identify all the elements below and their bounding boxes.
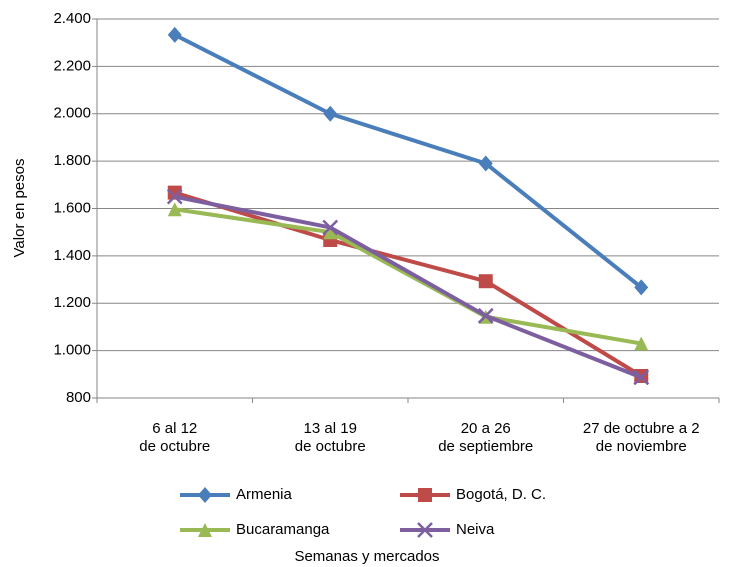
data-point	[323, 225, 338, 240]
legend-marker	[418, 488, 432, 502]
data-point	[167, 202, 182, 217]
y-tick-label: 1.000	[53, 342, 91, 359]
legend-marker	[417, 522, 433, 538]
legend-marker	[198, 487, 212, 503]
data-point	[323, 105, 338, 122]
data-point	[634, 336, 649, 351]
y-tick-label: 2.000	[53, 105, 91, 122]
series-line	[173, 33, 643, 289]
y-tick-label: 1.600	[53, 199, 91, 216]
data-point	[478, 155, 493, 172]
data-point	[633, 369, 650, 386]
legend-label: Bucaramanga	[236, 521, 330, 538]
y-axis-title: Valor en pesos	[11, 159, 28, 258]
series-line	[174, 207, 642, 346]
x-tick-label: 13 al 19 de octubre	[294, 420, 366, 455]
y-tick-label: 1.400	[53, 247, 91, 264]
x-tick-label: 20 a 26 de septiembre	[438, 420, 534, 455]
legend-label: Neiva	[456, 521, 495, 538]
x-tick-label: 6 al 12 de octubre	[139, 420, 211, 455]
y-tick-label: 2.400	[53, 10, 91, 27]
legend-label: Bogotá, D. C.	[456, 486, 546, 503]
y-tick-label: 1.200	[53, 294, 91, 311]
data-point	[477, 307, 494, 324]
data-point	[167, 26, 182, 43]
series-line	[174, 194, 642, 380]
x-tick-label: 27 de octubre a 2 de noviembre	[582, 420, 700, 455]
legend-marker	[198, 523, 212, 537]
data-point	[634, 279, 649, 296]
y-tick-label: 1.800	[53, 152, 91, 169]
y-tick-label: 2.200	[53, 57, 91, 74]
data-point	[322, 219, 339, 236]
y-tick-label: 800	[66, 389, 91, 406]
x-axis-title: Semanas y mercados	[294, 548, 439, 565]
data-point	[478, 274, 493, 289]
data-point	[166, 188, 183, 205]
legend-label: Armenia	[236, 486, 293, 503]
